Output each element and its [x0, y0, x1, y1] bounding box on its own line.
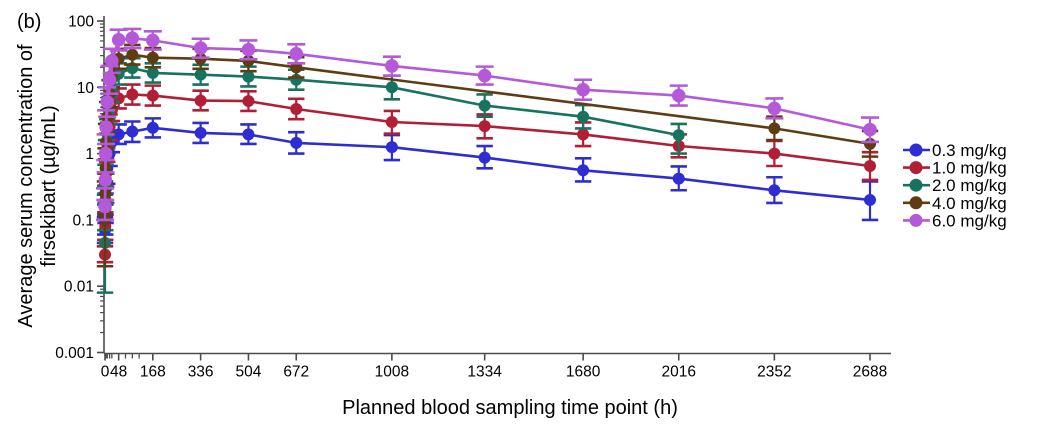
data-point-marker: [242, 70, 255, 83]
x-tick-label: 48: [110, 364, 127, 381]
series-layer: [96, 27, 879, 294]
data-point-marker: [577, 110, 590, 123]
x-tick-label: 672: [283, 364, 309, 381]
legend-label: 1.0 mg/kg: [932, 159, 1007, 178]
y-tick-label: 0.001: [55, 345, 94, 362]
data-point-marker: [768, 122, 781, 135]
data-point-marker: [672, 129, 685, 142]
data-point-marker: [194, 68, 207, 81]
data-point-marker: [290, 136, 303, 149]
x-tick-label: 2352: [757, 364, 791, 381]
data-point-marker: [767, 101, 782, 116]
data-point-marker: [385, 141, 398, 154]
data-point-marker: [478, 151, 491, 164]
data-point-marker: [99, 120, 113, 135]
data-point-marker: [576, 82, 590, 97]
legend-label: 0.3 mg/kg: [932, 141, 1007, 160]
data-point-marker: [98, 146, 113, 161]
data-point-marker: [146, 89, 159, 102]
x-tick-label: 1334: [467, 364, 502, 381]
legend-marker-icon: [909, 196, 923, 210]
data-point-marker: [385, 59, 399, 73]
data-point-marker: [477, 68, 492, 83]
data-point-marker: [241, 42, 256, 57]
data-point-marker: [864, 193, 876, 206]
data-point-marker: [242, 54, 255, 67]
y-tick-label: 0.01: [64, 279, 94, 296]
data-point-marker: [194, 126, 207, 139]
chart-legend: 0.3 mg/kg1.0 mg/kg2.0 mg/kg4.0 mg/kg6.0 …: [903, 141, 1007, 230]
data-point-marker: [125, 31, 140, 46]
y-axis-title-line2: firsekibart (µg/mL): [38, 105, 60, 267]
legend-marker-icon: [909, 161, 923, 175]
data-point-marker: [126, 88, 139, 101]
data-point-marker: [672, 172, 685, 185]
series-line: [103, 93, 871, 255]
y-tick-label: 10: [77, 80, 95, 97]
data-point-marker: [126, 125, 139, 138]
data-point-marker: [146, 66, 159, 79]
data-point-marker: [671, 88, 686, 103]
data-point-marker: [768, 184, 781, 197]
data-point-marker: [864, 160, 876, 173]
data-point-marker: [112, 128, 125, 141]
data-point-marker: [111, 33, 126, 47]
legend-item-1.0-mg-kg: 1.0 mg/kg: [903, 159, 1007, 178]
data-point-marker: [100, 95, 115, 109]
data-point-marker: [102, 72, 117, 87]
x-tick-label: 336: [188, 364, 214, 381]
axes-layer: 100 10 1 0.1 0.01 0.001 0 48 168 336 504 672 1008 133…: [55, 14, 891, 381]
y-tick-label: 1: [85, 146, 94, 163]
series-line: [103, 126, 871, 231]
legend-marker-icon: [909, 213, 923, 227]
data-point-marker: [863, 122, 877, 137]
data-point-marker: [768, 147, 781, 160]
data-point-marker: [289, 47, 304, 61]
legend-marker-icon: [909, 143, 923, 157]
data-point-marker: [385, 115, 398, 128]
data-point-marker: [105, 54, 119, 68]
y-axis-title-line1: Average serum concentration of: [15, 44, 37, 328]
data-point-marker: [242, 128, 255, 141]
data-point-marker: [385, 81, 398, 94]
x-tick-label: 504: [236, 364, 262, 381]
panel-label: (b): [17, 11, 41, 33]
series-1.0-mg-kg: [96, 83, 879, 264]
x-tick-label: 1680: [566, 364, 601, 381]
data-point-marker: [478, 99, 491, 112]
legend-item-0.3-mg-kg: 0.3 mg/kg: [903, 141, 1007, 160]
x-tick-label: 2016: [662, 364, 696, 381]
legend-label: 6.0 mg/kg: [932, 211, 1007, 230]
x-tick-label: 1008: [375, 364, 409, 381]
data-point-marker: [98, 199, 112, 214]
data-point-marker: [290, 103, 303, 116]
data-point-marker: [98, 173, 113, 187]
x-tick-label: 2688: [853, 364, 887, 381]
legend-item-4.0-mg-kg: 4.0 mg/kg: [903, 194, 1007, 213]
legend-label: 4.0 mg/kg: [932, 194, 1007, 213]
data-point-marker: [577, 164, 590, 177]
data-point-marker: [194, 94, 207, 107]
y-tick-label: 100: [68, 14, 94, 31]
x-tick-label: 168: [140, 364, 166, 381]
data-point-marker: [478, 120, 491, 133]
series-2.0-mg-kg: [96, 56, 687, 294]
data-point-marker: [146, 33, 160, 48]
series-6.0-mg-kg: [96, 27, 879, 222]
data-point-marker: [146, 121, 159, 134]
data-point-marker: [242, 95, 255, 108]
x-tick-label: 0: [101, 364, 110, 381]
legend-label: 2.0 mg/kg: [932, 176, 1007, 195]
x-axis-title: Planned blood sampling time point (h): [342, 397, 678, 419]
data-point-marker: [146, 51, 159, 64]
data-point-marker: [577, 128, 590, 141]
legend-item-6.0-mg-kg: 6.0 mg/kg: [903, 211, 1007, 230]
legend-item-2.0-mg-kg: 2.0 mg/kg: [903, 176, 1007, 195]
legend-marker-icon: [909, 178, 923, 192]
data-point-marker: [193, 41, 208, 55]
y-tick-label: 0.1: [72, 212, 94, 229]
data-point-marker: [126, 48, 139, 61]
